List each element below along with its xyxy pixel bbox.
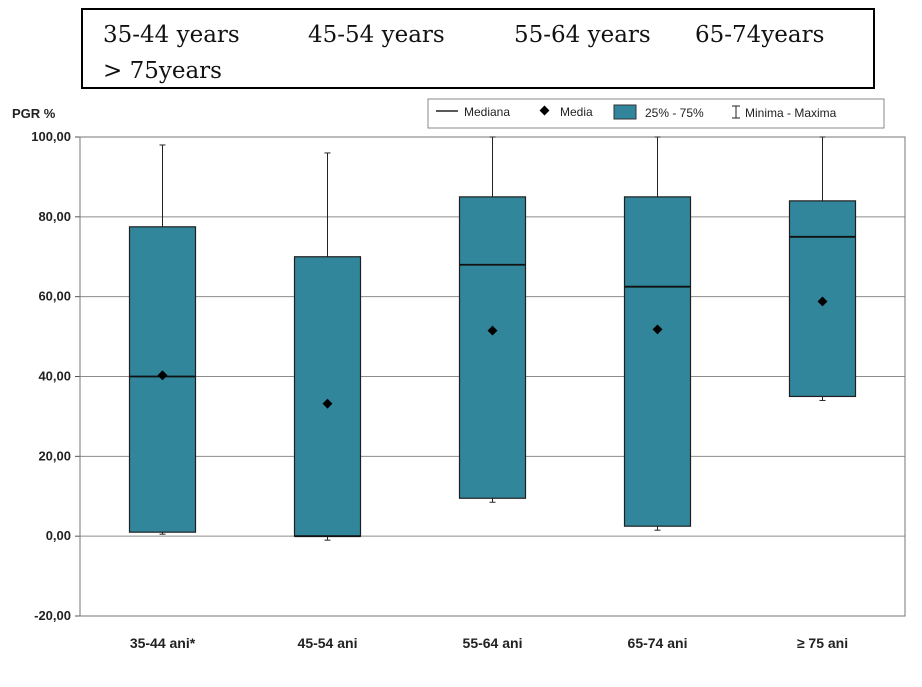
- legend-mean-swatch: [539, 105, 550, 116]
- y-tick-label: 60,00: [38, 289, 71, 304]
- box-group: [458, 136, 527, 503]
- legend-frame: [427, 98, 885, 129]
- x-category-label: 45-54 ani: [298, 635, 358, 651]
- box-layer: 35-44 ani* 45-54 ani 55-64 ani 65-74 ani ≥ 7…: [128, 136, 857, 651]
- x-category-label: 35-44 ani*: [130, 635, 196, 651]
- y-tick-label: 40,00: [38, 369, 71, 384]
- legend-range-label: Minima - Maxima: [745, 106, 837, 120]
- mean-marker: [322, 398, 333, 409]
- legend-iqr-label: 25% - 75%: [645, 106, 704, 120]
- y-tick-label: 80,00: [38, 209, 71, 224]
- mean-marker: [487, 325, 498, 336]
- legend-box-swatch: [613, 104, 637, 120]
- caption-box: 35-44 years 45-54 years 55-64 years 65-7…: [81, 8, 875, 89]
- iqr-box: [623, 196, 692, 527]
- mean-marker: [157, 370, 168, 381]
- legend-mean-label: Media: [560, 105, 593, 119]
- iqr-box: [458, 196, 527, 499]
- box-group: [788, 136, 857, 401]
- y-tick-label: 100,00: [31, 129, 71, 144]
- mean-marker: [817, 296, 828, 307]
- box-group: [293, 152, 362, 541]
- legend-median-label: Mediana: [464, 105, 510, 119]
- legend: Mediana Media 25% - 75% Minima - Maxima: [427, 98, 885, 129]
- caption-item-75-plus: > 75years: [103, 58, 222, 84]
- caption-item-45-54: 45-54 years: [308, 22, 445, 48]
- caption-item-35-44: 35-44 years: [103, 22, 240, 48]
- y-tick-label: 0,00: [46, 528, 71, 543]
- y-axis-label: PGR %: [12, 106, 56, 121]
- box-group: [128, 144, 197, 535]
- x-category-label: 65-74 ani: [628, 635, 688, 651]
- legend-range-swatch: [732, 105, 740, 119]
- x-category-label: ≥ 75 ani: [797, 635, 848, 651]
- x-category-label: 55-64 ani: [463, 635, 523, 651]
- caption-item-55-64: 55-64 years: [514, 22, 651, 48]
- mean-marker: [652, 324, 663, 335]
- caption-item-65-74: 65-74years: [695, 22, 825, 48]
- iqr-box: [293, 256, 362, 537]
- box-group: [623, 136, 692, 531]
- y-tick-label: -20,00: [34, 608, 71, 623]
- y-tick-label: 20,00: [38, 448, 71, 463]
